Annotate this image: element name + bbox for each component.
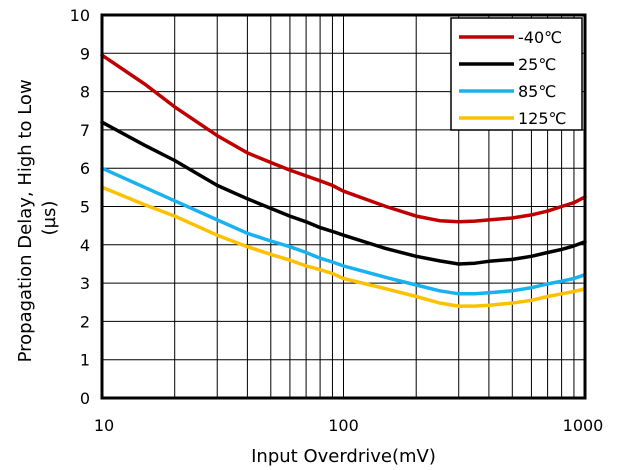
y-axis-tick-labels: 0 1 2 3 4 5 6 7 8 9 10 bbox=[70, 6, 90, 408]
legend-label: 125℃ bbox=[518, 109, 567, 128]
legend-label: -40℃ bbox=[518, 28, 562, 47]
y-axis-label-line1: Propagation Delay, High to Low bbox=[15, 79, 36, 362]
x-tick-label: 10 bbox=[94, 416, 114, 435]
y-axis-label-line2: (µs) bbox=[39, 201, 60, 236]
legend-label: 25℃ bbox=[518, 55, 556, 74]
series-lines bbox=[100, 53, 587, 308]
legend: -40℃ 25℃ 85℃ 125℃ bbox=[450, 17, 583, 131]
y-tick-label: 2 bbox=[80, 312, 90, 331]
y-tick-label: 3 bbox=[80, 274, 90, 293]
y-tick-label: 6 bbox=[80, 159, 90, 178]
plot-frame bbox=[100, 13, 587, 400]
y-tick-label: 7 bbox=[80, 121, 90, 140]
y-tick-label: 9 bbox=[80, 44, 90, 63]
y-tick-label: 4 bbox=[80, 236, 90, 255]
series-line bbox=[100, 120, 587, 266]
x-axis-tick-labels: 10 100 1000 bbox=[94, 416, 604, 435]
series-line bbox=[100, 53, 587, 224]
y-axis-label: Propagation Delay, High to Low (µs) bbox=[15, 74, 60, 363]
x-axis-label: Input Overdrive(mV) bbox=[251, 446, 436, 467]
y-tick-label: 1 bbox=[80, 351, 90, 370]
y-tick-label: 0 bbox=[80, 389, 90, 408]
legend-label: 85℃ bbox=[518, 82, 556, 101]
series-line bbox=[100, 185, 587, 308]
y-tick-label: 8 bbox=[80, 83, 90, 102]
y-tick-label: 5 bbox=[80, 198, 90, 217]
x-tick-label: 1000 bbox=[563, 416, 604, 435]
x-tick-label: 100 bbox=[328, 416, 359, 435]
y-tick-label: 10 bbox=[70, 6, 90, 25]
series-line bbox=[100, 166, 587, 296]
